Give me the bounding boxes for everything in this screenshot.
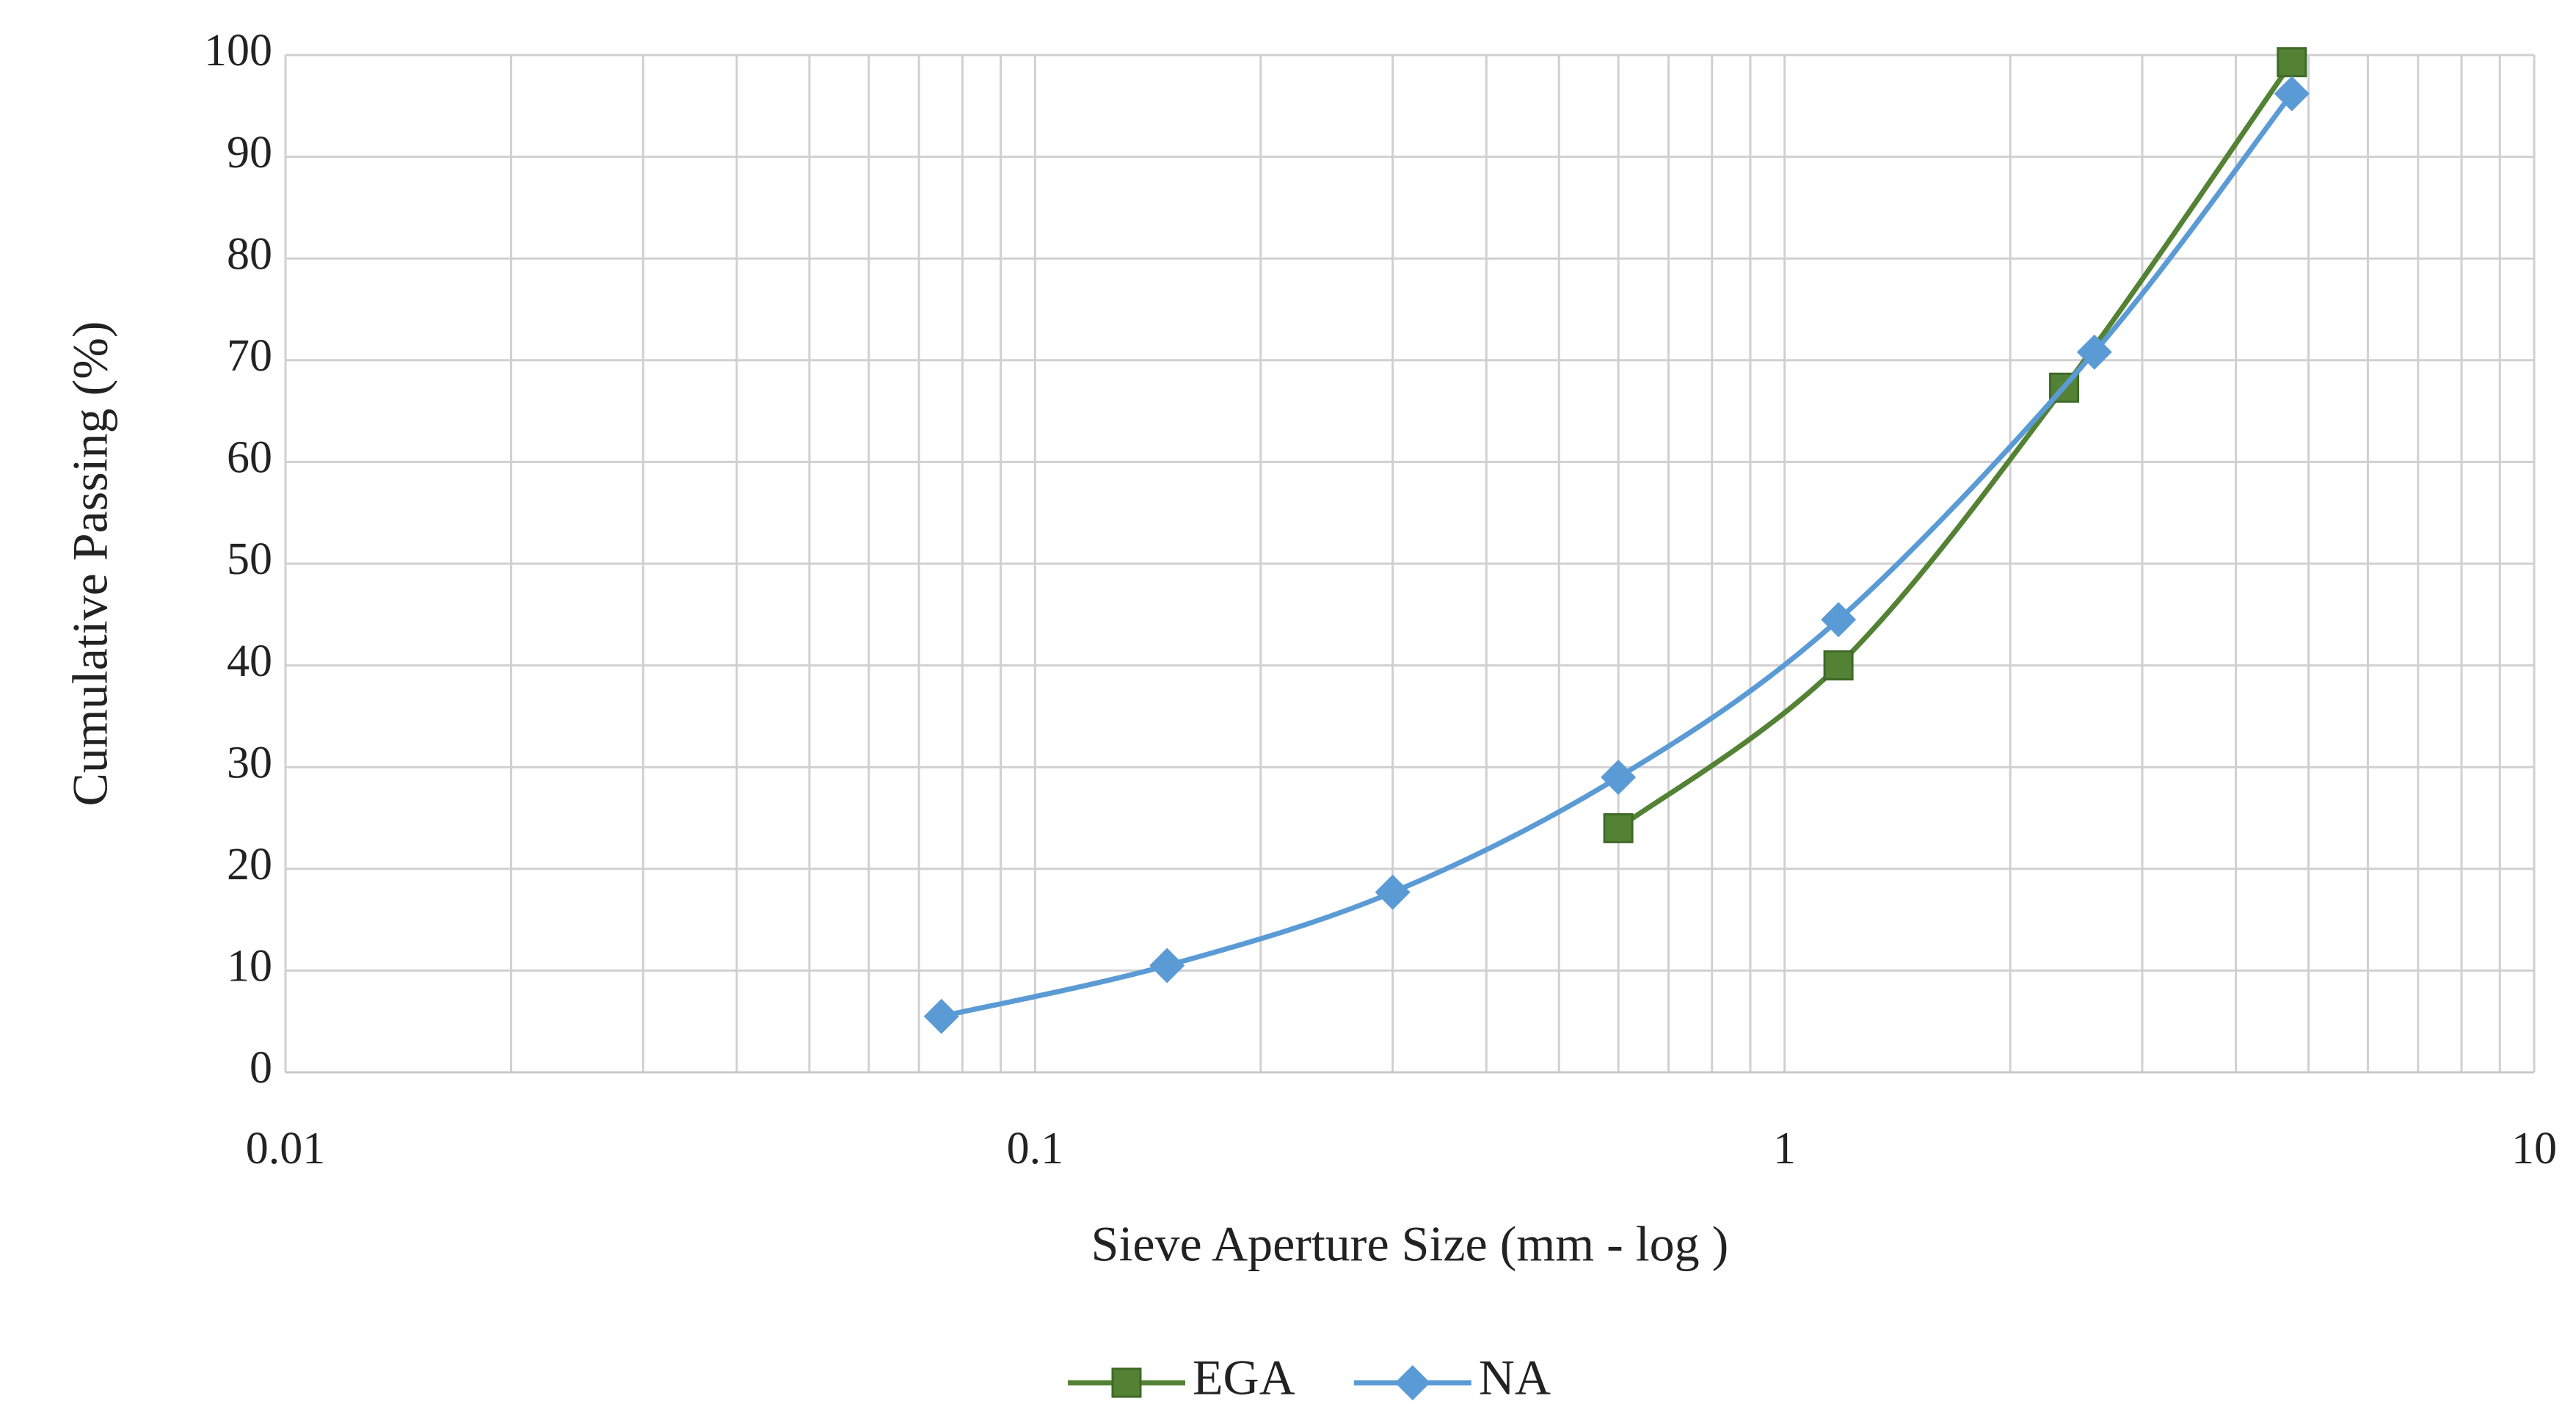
- y-tick-label: 60: [227, 433, 272, 483]
- marker: [2277, 47, 2307, 78]
- marker: [2274, 76, 2310, 112]
- y-tick-label: 70: [227, 331, 272, 381]
- marker: [1821, 602, 1857, 638]
- marker: [1111, 1367, 1142, 1398]
- marker: [2076, 334, 2112, 370]
- y-axis-label: Cumulative Passing (%): [62, 321, 118, 806]
- y-tick-label: 40: [227, 636, 272, 686]
- marker: [1149, 948, 1185, 983]
- x-axis-label: Sieve Aperture Size (mm - log ): [1091, 1216, 1729, 1272]
- marker: [1394, 1365, 1430, 1400]
- x-tick-label: 10: [2511, 1124, 2557, 1174]
- legend-item: EGA: [1068, 1350, 1295, 1406]
- marker: [1375, 874, 1411, 910]
- marker: [1823, 650, 1854, 681]
- legend-item: NA: [1353, 1350, 1551, 1406]
- y-tick-label: 80: [227, 229, 272, 279]
- y-tick-label: 90: [227, 128, 272, 178]
- marker: [1603, 812, 1634, 843]
- y-tick-label: 20: [227, 840, 272, 890]
- x-tick-label: 1: [1773, 1124, 1796, 1174]
- series-line: [940, 92, 2294, 1019]
- x-tick-label: 0.1: [1007, 1124, 1064, 1174]
- y-tick-label: 30: [227, 738, 272, 788]
- marker: [1601, 760, 1637, 796]
- x-tick-label: 0.01: [246, 1124, 326, 1174]
- series-line: [1617, 60, 2294, 831]
- marker: [923, 998, 959, 1034]
- y-tick-label: 100: [204, 26, 272, 76]
- y-tick-label: 0: [250, 1043, 272, 1093]
- legend-label: EGA: [1193, 1350, 1295, 1406]
- legend-label: NA: [1479, 1350, 1551, 1406]
- y-tick-label: 50: [227, 534, 272, 584]
- y-tick-label: 10: [227, 942, 272, 992]
